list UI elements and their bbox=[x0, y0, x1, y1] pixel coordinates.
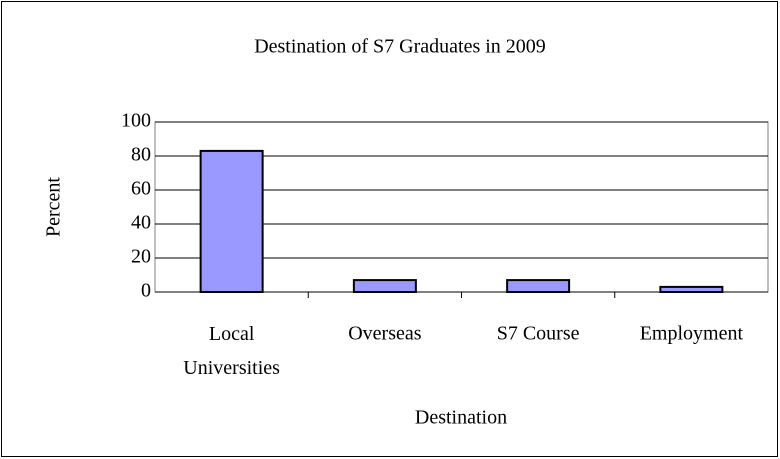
y-axis-title: Percent bbox=[43, 177, 65, 237]
x-tick-label: S7 Course bbox=[497, 323, 580, 345]
x-axis-title: Destination bbox=[415, 407, 507, 429]
chart-title: Destination of S7 Graduates in 2009 bbox=[254, 36, 546, 58]
bar bbox=[659, 285, 724, 293]
y-tick-label: 20 bbox=[131, 246, 151, 268]
x-tick-label: Employment bbox=[640, 323, 744, 345]
bar bbox=[199, 149, 264, 293]
bar bbox=[352, 279, 417, 294]
y-tick-label: 60 bbox=[131, 178, 151, 200]
y-tick-label: 40 bbox=[131, 212, 151, 234]
x-tick-label: Overseas bbox=[348, 323, 422, 345]
y-tick-label: 80 bbox=[131, 144, 151, 166]
x-tick-label: Local Universities bbox=[183, 323, 280, 379]
bar bbox=[506, 279, 571, 294]
y-tick-label: 0 bbox=[141, 280, 151, 302]
y-tick-label: 100 bbox=[121, 110, 151, 132]
